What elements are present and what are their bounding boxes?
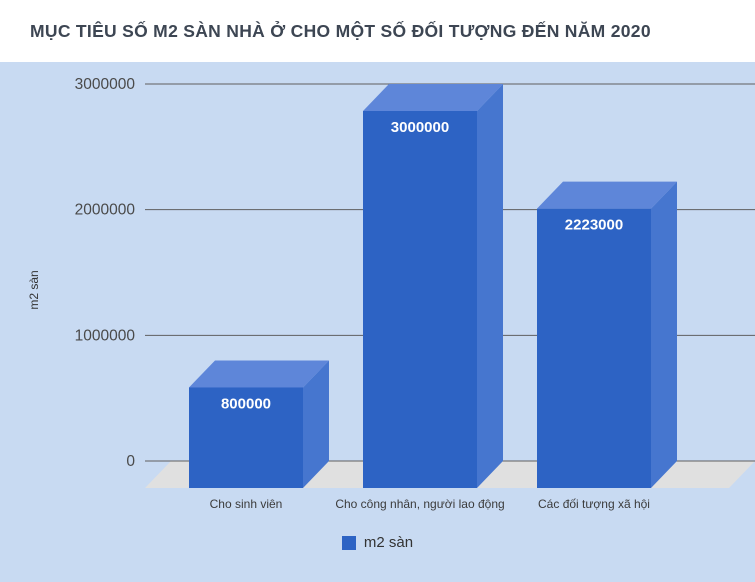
legend-item: m2 sàn [341, 534, 414, 551]
bar[interactable]: 800000 [189, 360, 329, 488]
y-tick-label: 0 [126, 453, 135, 470]
bar-side-face [651, 181, 677, 488]
bar-top-face [537, 181, 677, 209]
bar-value-label: 2223000 [565, 217, 623, 234]
bar[interactable]: 2223000 [537, 181, 677, 488]
chart-canvas: 0 1000000 2000000 3000000 800000 Cho sinh viê… [75, 76, 755, 511]
bar-top-face [189, 360, 329, 388]
y-tick-label: 2000000 [75, 202, 136, 219]
bar[interactable]: 3000000 [363, 84, 503, 488]
bar-front-face [537, 208, 651, 488]
chart-header: MỤC TIÊU SỐ M2 SÀN NHÀ Ở CHO MỘT SỐ ĐỐI … [0, 0, 755, 62]
chart-title: MỤC TIÊU SỐ M2 SÀN NHÀ Ở CHO MỘT SỐ ĐỐI … [30, 20, 651, 41]
chart-legend: m2 sàn [0, 522, 755, 580]
legend-color-swatch [341, 535, 356, 550]
category-label: Cho công nhân, người lao động [335, 497, 504, 511]
category-label: Các đối tượng xã hội [538, 497, 650, 511]
y-tick-label: 1000000 [75, 327, 136, 344]
bar-side-face [477, 84, 503, 488]
bar-top-face [363, 84, 503, 111]
legend-label: m2 sàn [363, 534, 414, 551]
bar-side-face [303, 360, 329, 488]
bar-value-label: 800000 [221, 395, 271, 412]
bar-value-label: 3000000 [391, 119, 449, 136]
bar-front-face [363, 111, 477, 488]
category-label: Cho sinh viên [210, 497, 283, 511]
bar-front-face [189, 387, 303, 488]
y-axis-title: m2 sàn [27, 270, 41, 310]
y-tick-label: 3000000 [75, 76, 136, 93]
chart-area: 0 1000000 2000000 3000000 800000 Cho sinh viê… [0, 62, 755, 522]
